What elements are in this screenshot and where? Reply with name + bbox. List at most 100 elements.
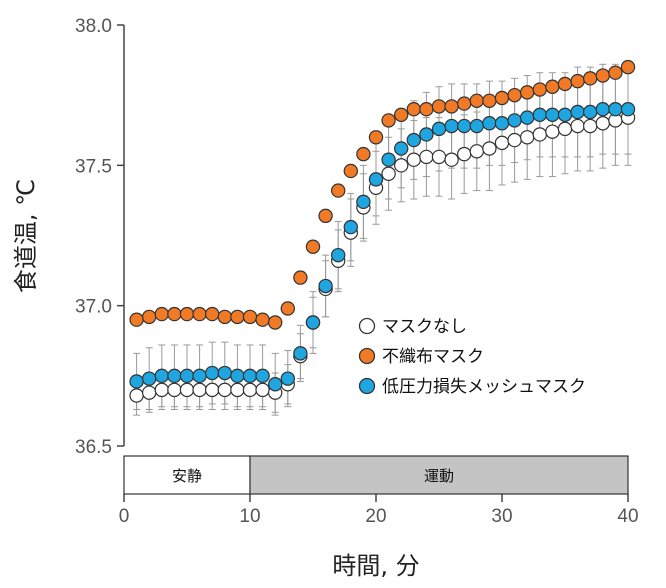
data-point	[192, 306, 207, 322]
data-point	[482, 141, 497, 156]
data-point	[457, 118, 472, 134]
data-point	[570, 73, 585, 89]
data-point	[204, 306, 220, 322]
data-point	[331, 183, 346, 198]
data-point	[494, 90, 510, 106]
data-point	[583, 104, 598, 120]
data-point	[293, 346, 308, 361]
data-point	[507, 87, 522, 103]
data-point	[217, 365, 232, 381]
data-point	[419, 101, 434, 117]
data-point	[318, 278, 333, 294]
x-axis-title: 時間, 分	[332, 552, 419, 580]
data-point	[192, 382, 207, 398]
data-point	[318, 208, 333, 224]
data-point	[204, 382, 220, 398]
data-point	[167, 306, 182, 322]
data-point	[620, 59, 636, 75]
data-point	[557, 121, 573, 137]
data-point	[305, 315, 321, 330]
data-markers	[129, 59, 636, 403]
data-point	[255, 312, 270, 327]
data-point	[368, 172, 384, 187]
legend-marker	[358, 347, 376, 365]
data-point	[444, 99, 459, 114]
data-point	[620, 101, 636, 117]
data-point	[520, 85, 535, 100]
data-point	[457, 146, 472, 162]
data-point	[268, 315, 283, 330]
y-tick-label: 38.0	[75, 16, 112, 37]
data-point	[469, 118, 484, 134]
data-point	[204, 365, 220, 381]
data-point	[507, 113, 522, 128]
data-point	[608, 101, 623, 117]
data-point	[608, 65, 623, 80]
data-point	[381, 152, 396, 167]
data-point	[557, 107, 573, 123]
data-point	[230, 382, 245, 398]
data-point	[482, 93, 497, 108]
x-tick-label: 10	[239, 506, 260, 527]
data-point	[242, 382, 258, 398]
data-point	[457, 96, 472, 111]
data-point	[154, 382, 169, 398]
data-point	[268, 377, 283, 392]
y-tick-label: 37.0	[75, 297, 112, 318]
data-point	[331, 247, 346, 263]
data-point	[280, 301, 295, 316]
data-point	[141, 371, 157, 386]
data-point	[356, 194, 371, 210]
y-tick-label: 37.5	[75, 156, 112, 177]
phase-box	[123, 455, 251, 495]
legend-marker	[358, 317, 376, 335]
data-point	[545, 124, 560, 139]
data-point	[129, 312, 144, 327]
legend-marker	[358, 377, 376, 395]
data-point	[230, 309, 245, 325]
data-point	[469, 144, 484, 159]
data-point	[179, 382, 195, 398]
data-point	[141, 309, 157, 325]
data-point	[570, 104, 585, 120]
data-point	[406, 132, 421, 148]
legend-label: 低圧力損失メッシュマスク	[382, 377, 586, 397]
data-point	[545, 107, 560, 123]
data-point	[255, 382, 270, 398]
x-tick-label: 0	[119, 506, 130, 527]
data-point	[406, 152, 421, 167]
data-point	[167, 368, 182, 384]
data-point	[431, 149, 447, 165]
data-point	[129, 374, 144, 389]
data-point	[557, 76, 573, 92]
data-point	[179, 368, 195, 384]
data-point	[255, 368, 270, 384]
data-point	[532, 107, 548, 123]
data-point	[141, 385, 157, 400]
data-point	[507, 132, 522, 148]
data-point	[217, 309, 232, 325]
x-tick-label: 20	[365, 506, 386, 527]
data-point	[595, 101, 611, 117]
data-point	[305, 239, 321, 254]
data-point	[129, 388, 144, 403]
data-point	[583, 71, 598, 86]
data-point	[154, 306, 169, 322]
data-point	[444, 152, 459, 167]
data-point	[532, 82, 548, 97]
data-point	[343, 163, 358, 179]
data-point	[242, 368, 258, 384]
data-point	[532, 127, 548, 142]
data-point	[494, 116, 510, 131]
data-point	[444, 118, 459, 134]
data-point	[406, 101, 421, 117]
data-point	[431, 99, 447, 114]
data-point	[167, 382, 182, 398]
phase-box	[249, 455, 629, 495]
data-point	[482, 116, 497, 131]
phase-label: 安静	[172, 467, 202, 485]
data-point	[179, 306, 195, 322]
phase-label: 運動	[424, 467, 454, 485]
legend-label: 不織布マスク	[382, 347, 484, 367]
